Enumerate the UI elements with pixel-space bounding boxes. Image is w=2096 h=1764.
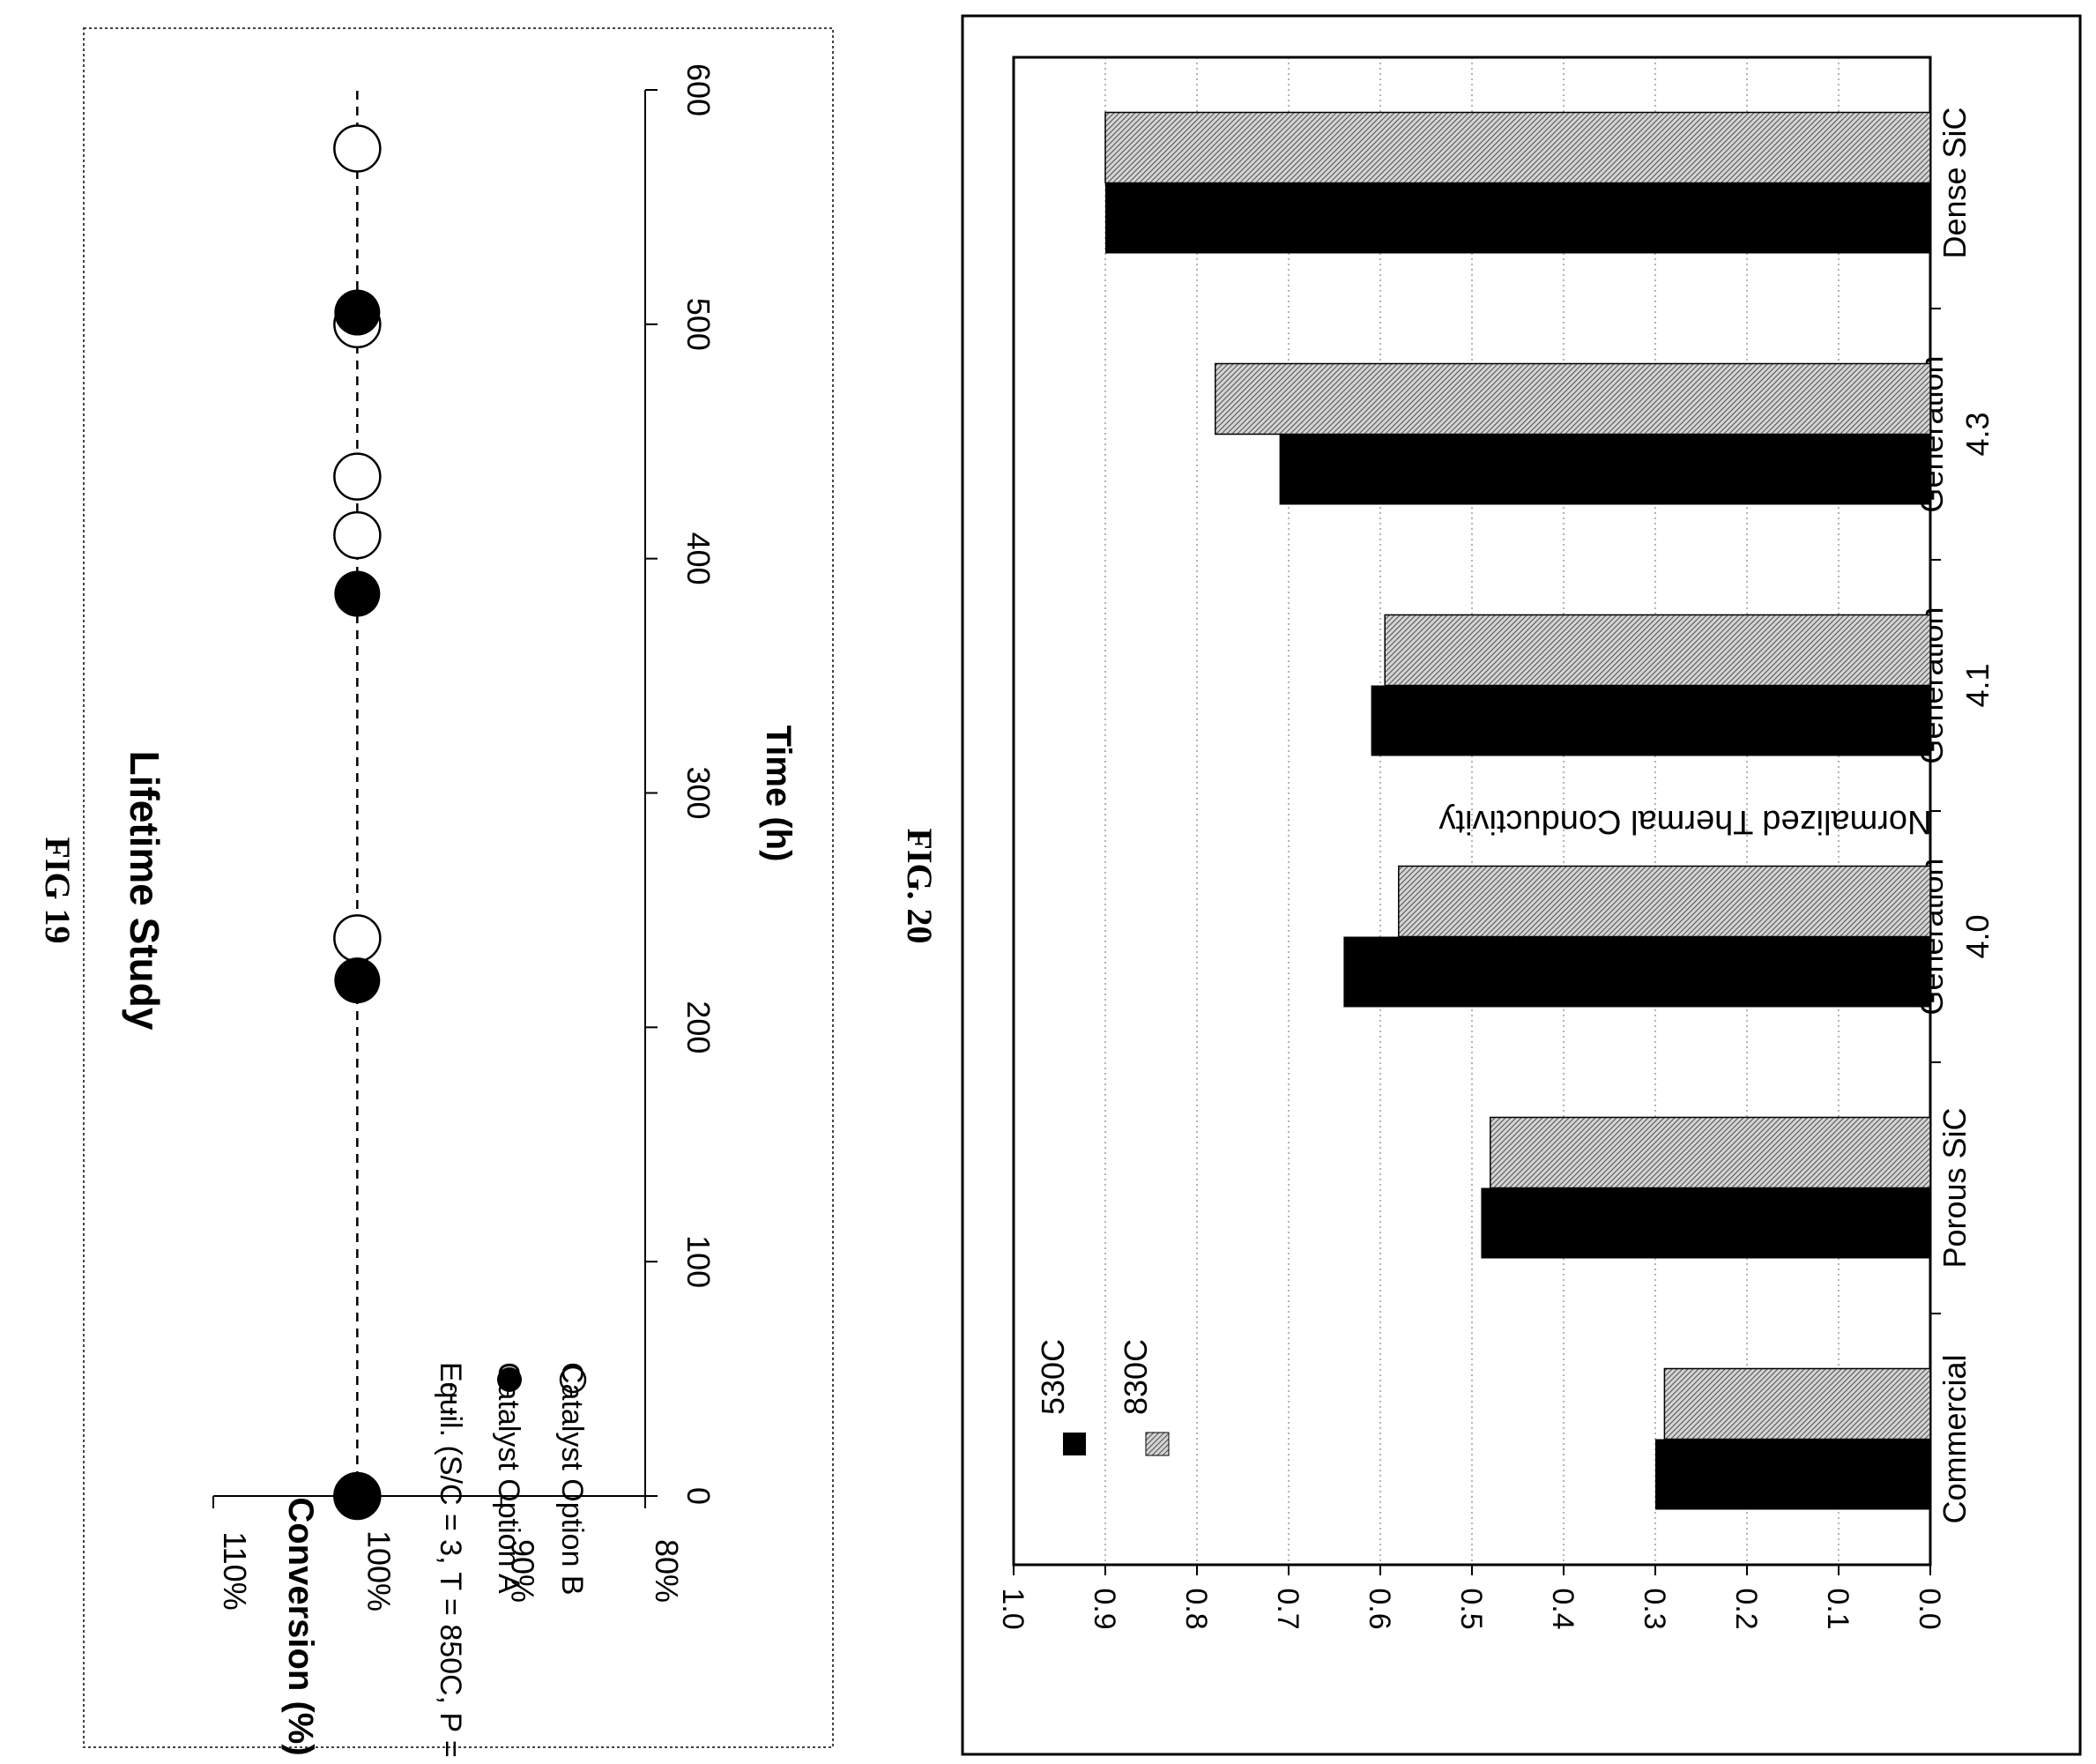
y-tick-label: 0.3 <box>1638 1588 1671 1629</box>
bar-830c <box>1490 1116 1931 1189</box>
y-tick-label: 1.0 <box>996 1588 1029 1629</box>
option-b-point <box>333 510 382 560</box>
category-label: Porous SiC <box>1936 1107 1973 1268</box>
y-tick-label: 0.7 <box>1271 1588 1304 1629</box>
legend-530c-label: 530C <box>1035 1339 1071 1415</box>
option-a-point <box>334 957 381 1004</box>
lifetime-study-chart: Lifetime Study 0 100 200 300 400 500 600 80% 90… <box>122 63 798 1764</box>
y-tick-label: 80% <box>649 1539 685 1603</box>
category-label: 4.3 <box>1959 412 1996 456</box>
y-tick-label: 0.0 <box>1913 1588 1946 1629</box>
legend-530c-swatch <box>1063 1433 1086 1455</box>
bar-530c <box>1655 1439 1930 1510</box>
category-label: 4.0 <box>1959 914 1996 958</box>
option-b-point <box>333 124 382 173</box>
y-tick-label: 0.5 <box>1454 1588 1488 1629</box>
x-tick-label: 600 <box>680 63 717 116</box>
bar-830c <box>1215 362 1931 435</box>
option-b-point <box>333 452 382 501</box>
chart19-y-axis-label: Conversion (%) <box>281 1497 320 1755</box>
bar-530c <box>1481 1187 1930 1259</box>
bar-530c <box>1343 936 1930 1008</box>
legend-option-a-marker <box>497 1367 522 1392</box>
bar-530c <box>1371 685 1930 756</box>
bar-830c <box>1663 1367 1931 1440</box>
y-tick-label: 90% <box>505 1539 541 1603</box>
x-tick-label: 100 <box>680 1235 717 1288</box>
bar-530c <box>1279 434 1930 505</box>
bar-830c <box>1398 865 1931 938</box>
chart19-points <box>333 124 382 1521</box>
y-tick-label: 0.4 <box>1546 1588 1579 1629</box>
y-tick-label: 0.9 <box>1088 1588 1121 1629</box>
thermal-conductivity-chart: 0.0 0.1 0.2 0.3 0.4 0.5 0.6 0.7 0.8 0.9 1.0 Commer… <box>996 56 1996 1630</box>
chart19-legend: Equil. (S/C = 3, T = 850C, P = 1 bar) Ca… <box>434 1362 589 1764</box>
y-tick-label: 0.1 <box>1821 1588 1854 1629</box>
chart19-x-ticks: 0 100 200 300 400 500 600 <box>645 63 717 1505</box>
option-a-point <box>334 289 381 336</box>
option-b-point <box>333 914 382 963</box>
legend-option-b-marker <box>559 1366 587 1394</box>
y-tick-label: 0.8 <box>1179 1588 1213 1629</box>
x-tick-label: 400 <box>680 532 717 585</box>
category-label: 4.1 <box>1959 663 1996 707</box>
chart19-y-ticks: 80% 90% 100% 110% <box>212 1496 685 1611</box>
bar-530c <box>1105 182 1930 254</box>
bar-830c <box>1104 111 1931 184</box>
category-label: Dense SiC <box>1936 107 1973 258</box>
fig20-caption: FIG. 20 <box>900 828 940 943</box>
fig19-frame <box>83 27 834 1748</box>
option-a-point <box>334 1473 381 1519</box>
x-tick-label: 500 <box>680 298 717 351</box>
chart19-x-axis-label: Time (h) <box>759 726 798 862</box>
legend-option-a-label: Catalyst Option A <box>492 1362 525 1594</box>
legend-830c-swatch <box>1145 1432 1170 1456</box>
y-tick-label: 0.6 <box>1363 1588 1396 1629</box>
option-a-point <box>334 570 381 617</box>
chart20-y-axis-label: Normalized Thermal Conductivity <box>1439 803 1932 840</box>
x-tick-label: 200 <box>680 1001 717 1053</box>
chart20-legend: 530C 830C <box>1035 1339 1170 1456</box>
y-tick-label: 0.2 <box>1729 1588 1763 1629</box>
legend-830c-label: 830C <box>1118 1339 1154 1415</box>
fig19-caption: FIG 19 <box>38 837 78 943</box>
y-tick-label: 100% <box>360 1530 397 1611</box>
category-label: Commercial <box>1936 1354 1973 1523</box>
legend-equil-label: Equil. (S/C = 3, T = 850C, P = 1 bar) <box>434 1362 467 1764</box>
chart19-title: Lifetime Study <box>122 751 167 1031</box>
legend-option-b-label: Catalyst Option B <box>555 1362 589 1596</box>
x-tick-label: 0 <box>680 1487 717 1505</box>
fig20-frame <box>961 14 2082 1756</box>
bar-830c <box>1384 614 1931 687</box>
y-tick-label: 110% <box>217 1531 253 1610</box>
chart20-bars <box>1104 111 1931 1510</box>
x-tick-label: 300 <box>680 766 717 819</box>
chart20-y-ticks: 0.0 0.1 0.2 0.3 0.4 0.5 0.6 0.7 0.8 0.9 1.0 <box>996 1565 1946 1630</box>
